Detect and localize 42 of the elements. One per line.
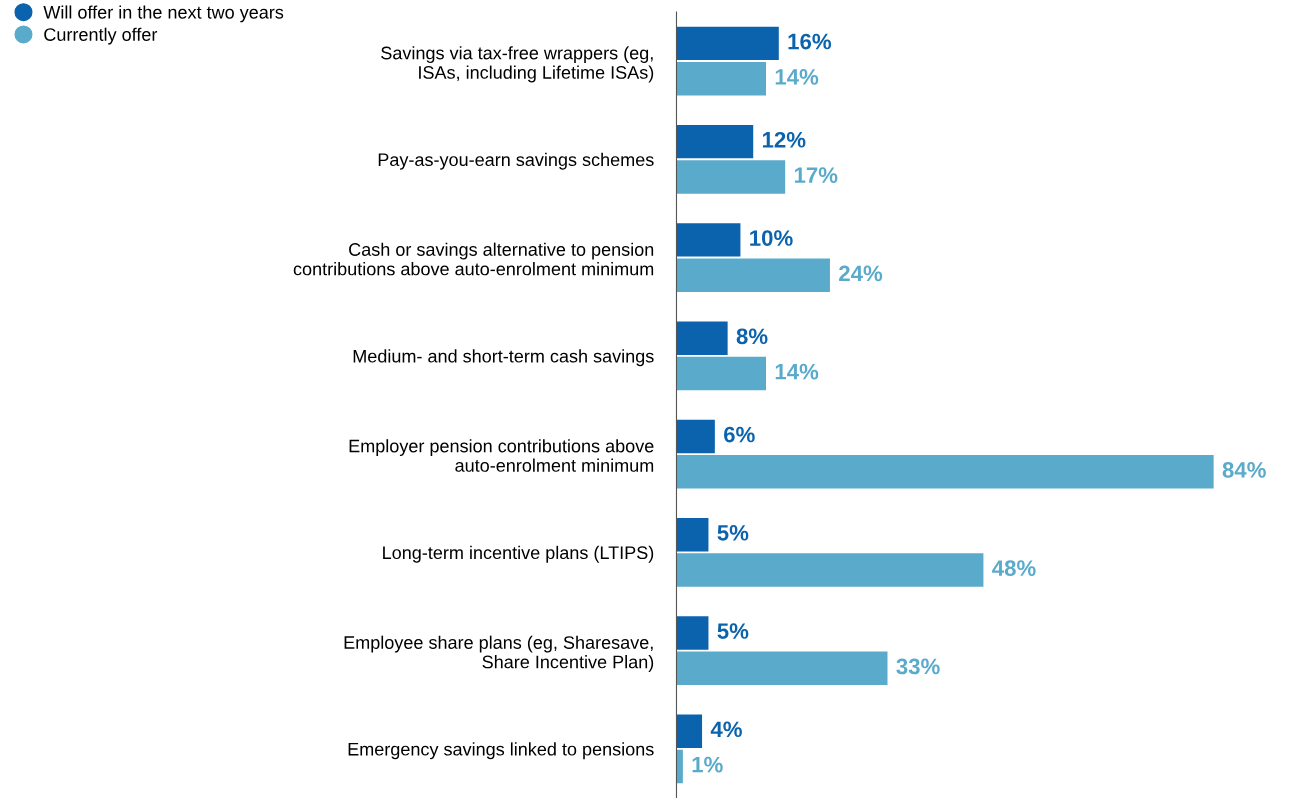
legend-label: Currently offer <box>44 27 158 45</box>
data-label: 4% <box>710 721 742 738</box>
y-tick-label: Medium- and short-term cash savings <box>353 349 654 367</box>
data-label: 16% <box>788 33 832 50</box>
bar <box>676 356 767 391</box>
bar <box>676 749 683 784</box>
bar <box>676 258 830 292</box>
bar <box>676 223 741 257</box>
data-label: 24% <box>839 265 883 282</box>
data-label: 6% <box>724 426 755 443</box>
bar <box>676 517 709 552</box>
bar <box>676 455 1214 489</box>
data-label: 12% <box>762 131 806 148</box>
y-tick-label: Long-term incentive plans (LTIPS) <box>383 545 654 563</box>
y-tick-label: Cash or savings alternative to pension contributions above auto-enrolment minimum <box>293 242 654 276</box>
data-label: 17% <box>794 167 838 183</box>
data-label: 8% <box>736 328 768 345</box>
bar <box>676 651 888 686</box>
data-label: 5% <box>717 524 749 541</box>
bar <box>676 160 786 194</box>
y-tick-label: Employer pension contributions above auto-enrolment minimum <box>349 439 654 472</box>
bar <box>676 616 709 650</box>
bar <box>676 419 715 454</box>
bar <box>676 714 703 748</box>
data-label: 1% <box>692 756 723 773</box>
legend-label: Will offer in the next two years <box>43 5 284 23</box>
bar <box>676 124 754 159</box>
data-label: 84% <box>1222 462 1266 478</box>
y-tick-label: Savings via tax-free wrappers (eg, ISAs, including Lifetime ISAs) <box>381 46 654 83</box>
data-label: 33% <box>896 658 940 675</box>
bar <box>676 62 767 96</box>
y-tick-label: Pay-as-you-earn savings schemes <box>378 152 654 170</box>
data-label: 5% <box>717 623 749 639</box>
data-label: 48% <box>992 560 1036 577</box>
data-label: 14% <box>775 363 819 380</box>
y-tick-label: Emergency savings linked to pensions <box>348 742 654 760</box>
data-label: 14% <box>775 69 819 85</box>
bar <box>676 26 779 61</box>
bar <box>676 553 984 587</box>
data-label: 10% <box>750 230 793 246</box>
bar <box>676 321 728 355</box>
y-tick-label: Employee share plans (eg, Sharesave, Share Incentive Plan) <box>344 635 654 672</box>
